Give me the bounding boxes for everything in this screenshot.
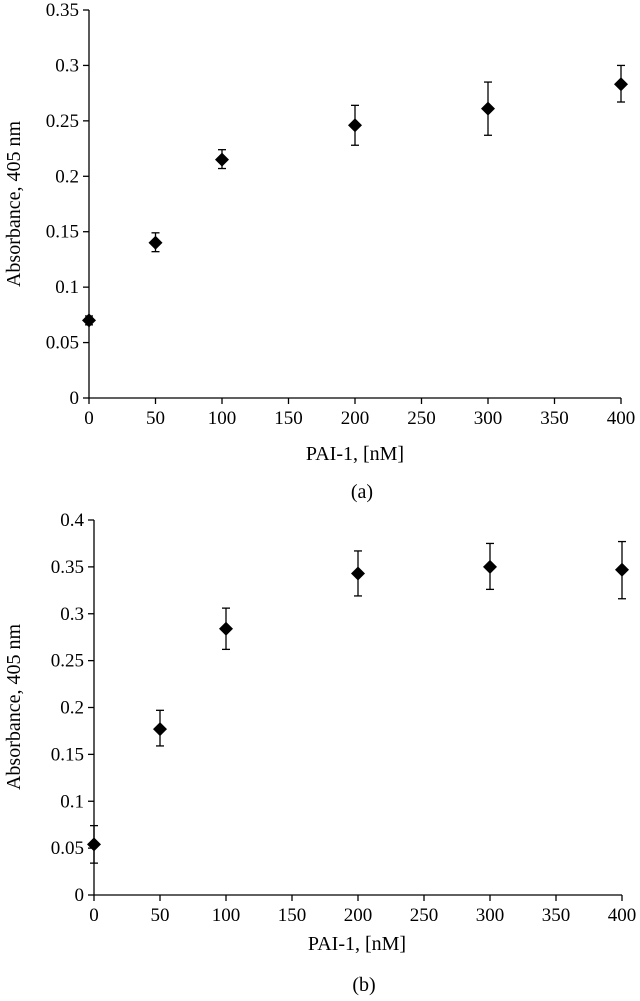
- chart-a-data-point: [614, 77, 628, 92]
- chart-a-data-point: [82, 313, 96, 328]
- chart-a-x-tick-label: 0: [84, 408, 94, 429]
- chart-a-xlabel: PAI-1, [nM]: [306, 443, 404, 465]
- chart-b-data-point: [483, 559, 497, 574]
- chart-a-plot: 0 0.05 0.1 0.15 0.2 0.25 0.3 0.35 0 50 100 150 200 25…: [46, 0, 636, 429]
- chart-a-x-tick-label: 200: [341, 408, 370, 429]
- chart-b-x-tick-label: 150: [278, 905, 307, 926]
- chart-a-y-tick-label: 0.1: [55, 277, 79, 298]
- chart-a-panel-label: (a): [351, 481, 373, 503]
- chart-b-y-tick-label: 0: [75, 885, 85, 906]
- chart-b-x-tick-label: 250: [410, 905, 439, 926]
- chart-b-x-tick-label: 100: [212, 905, 241, 926]
- chart-a-y-tick-label: 0.3: [55, 55, 79, 76]
- chart-panel-a: 0 0.05 0.1 0.15 0.2 0.25 0.3 0.35 0 50 100 150 200 25…: [3, 0, 635, 503]
- chart-a-y-tick-label: 0.05: [46, 333, 79, 354]
- chart-a-x-tick-label: 100: [208, 408, 237, 429]
- chart-a-x-tick-label: 400: [607, 408, 636, 429]
- chart-b-data-point: [615, 562, 629, 577]
- chart-b-x-tick-label: 0: [89, 905, 99, 926]
- chart-a-x-tick-label: 250: [407, 408, 436, 429]
- chart-b-y-tick-label: 0.35: [51, 557, 84, 578]
- chart-b-x-tick-label: 350: [542, 905, 571, 926]
- chart-a-data-point: [215, 152, 229, 167]
- chart-b-x-tick-label: 400: [608, 905, 637, 926]
- chart-b-ylabel: Absorbance, 405 nm: [3, 624, 25, 791]
- chart-b-y-tick-label: 0.05: [51, 838, 84, 859]
- chart-b-data-point: [219, 621, 233, 636]
- chart-a-ylabel: Absorbance, 405 nm: [3, 121, 25, 288]
- chart-b-y-tick-label: 0.3: [60, 604, 84, 625]
- chart-panel-b: 0 0.05 0.1 0.15 0.2 0.25 0.3 0.35 0.4 0 50 100 150 20…: [3, 510, 636, 996]
- chart-b-data-point: [87, 837, 101, 852]
- chart-a-data-point: [148, 235, 163, 250]
- chart-b-data-point: [351, 566, 365, 581]
- chart-b-xlabel: PAI-1, [nM]: [308, 933, 406, 955]
- chart-a-data-point: [481, 101, 495, 116]
- chart-b-x-tick-label: 50: [151, 905, 170, 926]
- chart-a-y-tick-label: 0.35: [46, 0, 79, 21]
- chart-a-y-tick-label: 0.15: [46, 222, 79, 243]
- chart-b-y-tick-label: 0.2: [60, 698, 84, 719]
- chart-a-y-tick-label: 0: [70, 388, 80, 409]
- chart-b-y-tick-label: 0.15: [51, 744, 84, 765]
- chart-a-y-tick-label: 0.2: [55, 166, 79, 187]
- chart-b-data-point: [153, 722, 167, 737]
- chart-b-y-tick-label: 0.4: [60, 510, 84, 531]
- chart-b-panel-label: (b): [352, 974, 375, 996]
- chart-a-x-tick-label: 150: [274, 408, 303, 429]
- chart-b-y-tick-label: 0.25: [51, 651, 84, 672]
- chart-a-x-tick-label: 300: [474, 408, 503, 429]
- chart-a-x-tick-label: 50: [146, 408, 165, 429]
- chart-b-plot: 0 0.05 0.1 0.15 0.2 0.25 0.3 0.35 0.4 0 50 100 150 20…: [51, 510, 637, 926]
- chart-a-data-point: [348, 118, 362, 133]
- chart-b-x-tick-label: 300: [476, 905, 505, 926]
- chart-a-x-tick-label: 350: [540, 408, 569, 429]
- chart-b-x-tick-label: 200: [344, 905, 373, 926]
- chart-a-y-tick-label: 0.25: [46, 111, 79, 132]
- chart-b-y-tick-label: 0.1: [60, 791, 84, 812]
